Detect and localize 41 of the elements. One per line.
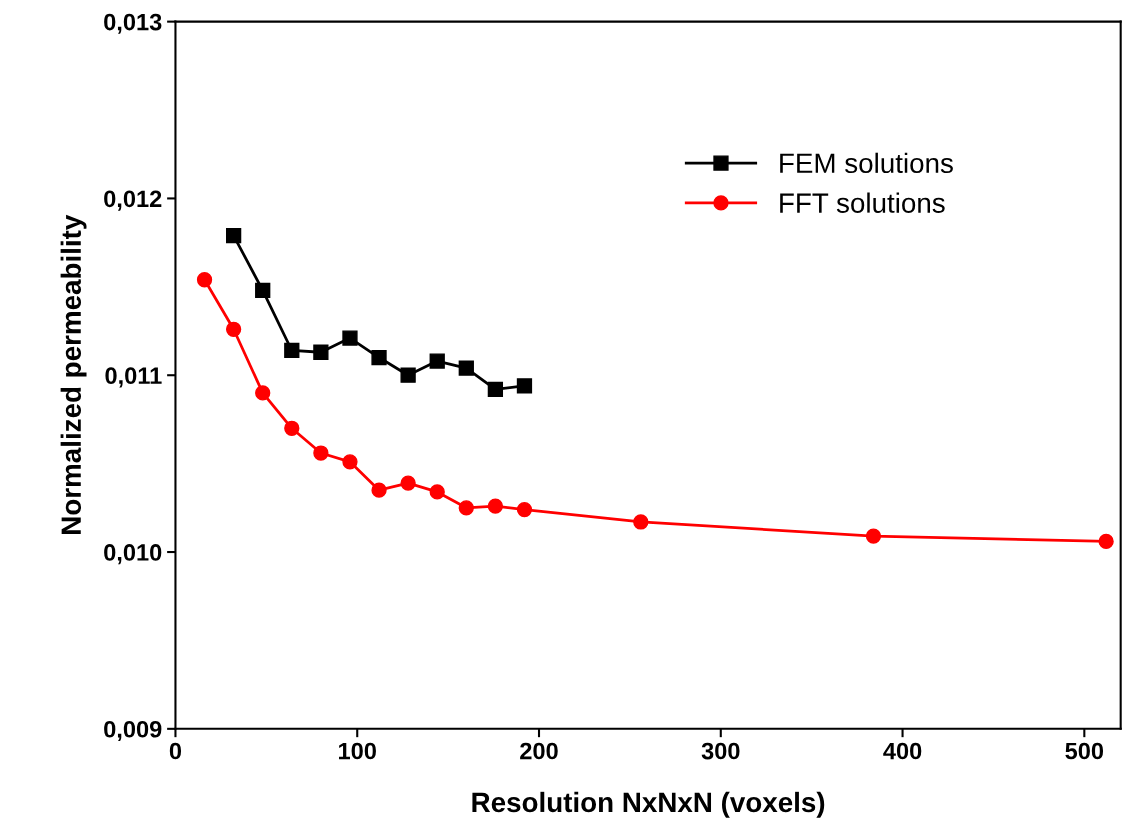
y-axis-title: Normalized permeability — [60, 214, 87, 534]
point — [487, 498, 504, 514]
point — [284, 342, 300, 359]
point — [1098, 533, 1114, 550]
point — [865, 528, 882, 544]
point — [196, 272, 213, 288]
point — [313, 445, 329, 461]
point — [458, 360, 474, 376]
point — [225, 321, 242, 337]
legend-label: FEM solutions — [780, 152, 953, 174]
y-tick-label: 0,011 — [105, 367, 162, 388]
point — [458, 500, 474, 516]
point — [487, 381, 504, 398]
point — [225, 227, 242, 244]
y-tick-label: 0,013 — [104, 13, 162, 34]
point — [342, 330, 358, 346]
point — [516, 501, 533, 518]
point — [371, 482, 387, 498]
x-tick-label: 0 — [169, 742, 182, 760]
y-tick-label: 0,009 — [104, 720, 162, 742]
point — [313, 344, 329, 360]
point — [400, 475, 416, 491]
y-tick-label: 0,010 — [104, 544, 162, 565]
x-tick-label: 300 — [701, 742, 740, 760]
x-tick-label: 500 — [1065, 742, 1104, 760]
point — [255, 282, 271, 299]
point — [400, 367, 416, 383]
point — [284, 420, 300, 436]
x-tick-label: 100 — [339, 742, 376, 760]
x-tick-label: 200 — [520, 742, 558, 760]
y-tick-label: 0,012 — [104, 190, 162, 211]
point — [633, 514, 649, 530]
x-tick-label: 400 — [883, 742, 922, 760]
point — [429, 353, 445, 369]
point — [429, 484, 445, 500]
point — [516, 378, 533, 394]
point — [255, 385, 271, 401]
legend-label: FFT solutions — [780, 192, 945, 213]
point — [342, 454, 358, 470]
point — [371, 349, 387, 366]
x-axis-title: Resolution NxNxN (voxels) — [472, 791, 825, 818]
